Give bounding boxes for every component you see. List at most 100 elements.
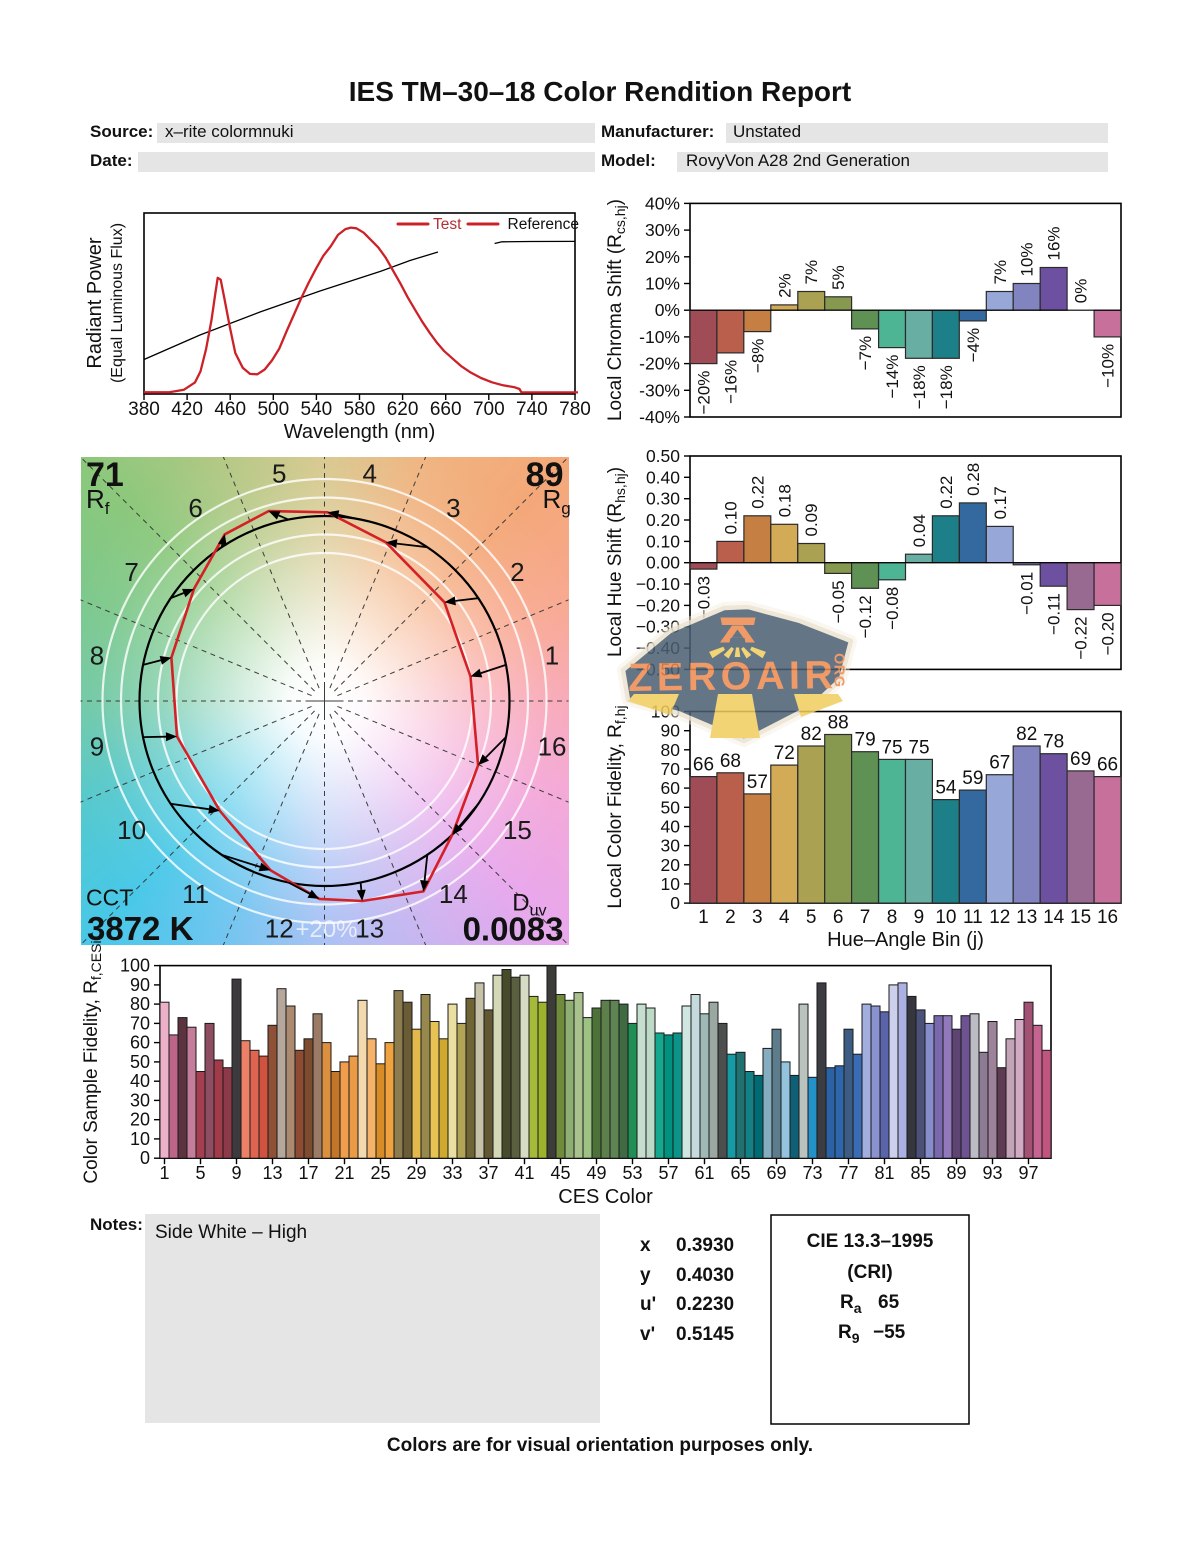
svg-text:−8%: −8% [748, 339, 767, 374]
svg-text:60: 60 [661, 778, 681, 798]
svg-text:−0.20: −0.20 [636, 595, 681, 615]
svg-text:Notes:: Notes: [90, 1215, 143, 1234]
svg-text:u': u' [640, 1294, 656, 1315]
svg-text:Side White – High: Side White – High [155, 1222, 307, 1243]
svg-text:Wavelength (nm): Wavelength (nm) [284, 421, 436, 443]
svg-text:Local Chroma Shift (Rcs,hj): Local Chroma Shift (Rcs,hj) [605, 199, 628, 421]
svg-text:13: 13 [1016, 907, 1037, 928]
svg-text:67: 67 [989, 753, 1010, 774]
svg-text:12: 12 [265, 914, 294, 944]
svg-text:10%: 10% [1018, 242, 1037, 276]
svg-text:0.22: 0.22 [937, 476, 956, 509]
svg-text:40: 40 [661, 816, 681, 836]
svg-text:−20%: −20% [695, 371, 714, 415]
svg-text:0.00: 0.00 [646, 553, 680, 573]
svg-text:5%: 5% [829, 265, 848, 290]
svg-text:37: 37 [478, 1163, 498, 1183]
svg-text:Radiant Power: Radiant Power [84, 237, 106, 369]
svg-text:0.0083: 0.0083 [463, 911, 564, 948]
svg-text:78: 78 [1043, 732, 1064, 753]
svg-text:580: 580 [344, 399, 376, 420]
svg-text:0.40: 0.40 [646, 467, 680, 487]
svg-text:9: 9 [90, 731, 104, 761]
svg-text:8: 8 [887, 907, 898, 928]
svg-text:11: 11 [182, 879, 209, 909]
svg-text:20: 20 [661, 855, 681, 875]
svg-text:−14%: −14% [883, 355, 902, 399]
svg-text:50: 50 [130, 1052, 150, 1072]
svg-text:89: 89 [946, 1163, 966, 1183]
svg-text:0: 0 [670, 893, 680, 913]
svg-text:700: 700 [473, 399, 505, 420]
svg-text:0%: 0% [655, 300, 680, 320]
svg-text:−0.20: −0.20 [1099, 612, 1118, 655]
svg-text:Rf: Rf [86, 484, 110, 518]
svg-text:50: 50 [661, 797, 681, 817]
svg-text:81: 81 [874, 1163, 894, 1183]
svg-text:6: 6 [188, 493, 202, 523]
svg-text:7%: 7% [991, 260, 1010, 285]
svg-text:(CRI): (CRI) [847, 1262, 892, 1283]
svg-text:16%: 16% [1045, 226, 1064, 260]
svg-text:73: 73 [802, 1163, 822, 1183]
svg-text:Local Color Fidelity, Rf,hj: Local Color Fidelity, Rf,hj [605, 705, 628, 908]
svg-text:90: 90 [661, 721, 681, 741]
svg-text:ORG: ORG [831, 653, 847, 688]
svg-text:75: 75 [908, 737, 929, 758]
svg-text:60: 60 [130, 1033, 150, 1053]
svg-text:0.28: 0.28 [964, 463, 983, 496]
svg-text:0.50: 0.50 [646, 446, 680, 466]
svg-text:9: 9 [231, 1163, 241, 1183]
svg-text:620: 620 [387, 399, 419, 420]
svg-text:21: 21 [334, 1163, 354, 1183]
svg-text:11: 11 [963, 907, 983, 928]
svg-text:30%: 30% [645, 220, 680, 240]
svg-text:1: 1 [698, 907, 709, 928]
svg-text:-30%: -30% [639, 380, 680, 400]
svg-text:57: 57 [658, 1163, 678, 1183]
svg-text:0.10: 0.10 [646, 531, 680, 551]
svg-text:88: 88 [828, 712, 849, 733]
svg-text:460: 460 [214, 399, 246, 420]
svg-text:97: 97 [1018, 1163, 1038, 1183]
svg-text:0.09: 0.09 [802, 503, 821, 536]
svg-text:−0.11: −0.11 [1045, 593, 1064, 635]
svg-text:90: 90 [130, 975, 150, 995]
svg-text:420: 420 [171, 399, 203, 420]
svg-text:3872 K: 3872 K [87, 910, 194, 947]
svg-text:100: 100 [120, 956, 150, 976]
svg-text:80: 80 [661, 740, 681, 760]
svg-text:54: 54 [935, 778, 957, 799]
svg-text:5: 5 [806, 907, 817, 928]
svg-text:Rg: Rg [543, 484, 571, 518]
svg-text:65: 65 [878, 1292, 900, 1313]
svg-text:Duv: Duv [512, 890, 546, 920]
svg-text:6: 6 [833, 907, 844, 928]
svg-text:2%: 2% [775, 273, 794, 298]
svg-text:10: 10 [130, 1129, 150, 1149]
svg-text:5: 5 [272, 458, 286, 488]
svg-text:0%: 0% [1072, 279, 1091, 304]
svg-text:Hue–Angle Bin (j): Hue–Angle Bin (j) [827, 929, 984, 951]
svg-text:0.17: 0.17 [991, 486, 1010, 519]
svg-text:12: 12 [989, 907, 1010, 928]
svg-text:−0.05: −0.05 [829, 580, 848, 623]
svg-text:4: 4 [779, 907, 790, 928]
svg-text:780: 780 [559, 399, 591, 420]
svg-text:Local Hue Shift (Rhs,hj): Local Hue Shift (Rhs,hj) [605, 467, 628, 657]
svg-text:5: 5 [195, 1163, 205, 1183]
svg-text:2: 2 [725, 907, 736, 928]
svg-text:17: 17 [298, 1163, 318, 1183]
svg-text:ZEROAIR: ZEROAIR [628, 653, 838, 700]
svg-text:66: 66 [693, 755, 714, 776]
svg-text:30: 30 [661, 836, 681, 856]
svg-text:57: 57 [747, 772, 768, 793]
svg-text:CIE 13.3–1995: CIE 13.3–1995 [807, 1231, 934, 1252]
svg-text:y: y [640, 1265, 651, 1286]
svg-text:−10%: −10% [1099, 344, 1118, 388]
svg-text:13: 13 [262, 1163, 282, 1183]
svg-text:40%: 40% [645, 193, 680, 213]
svg-text:0.4030: 0.4030 [676, 1265, 734, 1286]
svg-text:CES Color: CES Color [558, 1186, 653, 1208]
svg-text:13: 13 [355, 914, 384, 944]
